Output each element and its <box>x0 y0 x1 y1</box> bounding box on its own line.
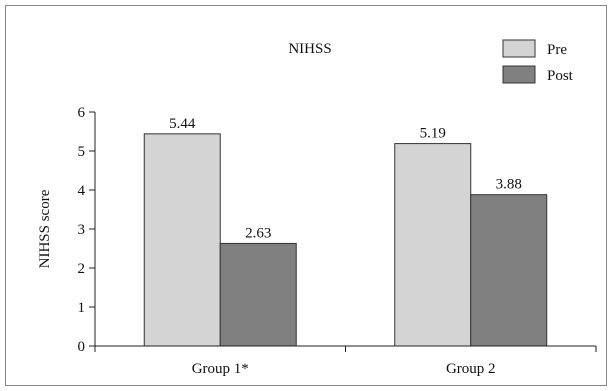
bar-pre-2 <box>394 143 472 347</box>
bar-post-1 <box>219 242 297 347</box>
legend-swatch-post <box>502 65 536 84</box>
y-tick-label: 6 <box>78 105 86 121</box>
y-axis-label: NIHSS score <box>37 189 53 268</box>
bar-data-labels: 5.44 2.63 5.19 3.88 <box>169 116 522 242</box>
bar-pre-1 <box>143 133 221 347</box>
x-axis: Group 1* Group 2 <box>94 346 597 377</box>
bars <box>143 133 548 347</box>
bar-value-label: 2.63 <box>245 225 271 241</box>
legend: Pre Post <box>502 39 574 84</box>
bar-value-label: 5.44 <box>169 116 196 132</box>
x-category-label: Group 2 <box>446 361 496 377</box>
bar-value-label: 3.88 <box>496 177 522 193</box>
y-tick-label: 5 <box>78 144 86 160</box>
y-tick-label: 2 <box>78 261 86 277</box>
y-tick-label: 0 <box>78 339 86 355</box>
legend-label-post: Post <box>547 68 574 84</box>
y-axis-ticks: 0 1 2 3 4 5 6 <box>78 105 95 355</box>
bar-post-2 <box>470 194 548 347</box>
bar-value-label: 5.19 <box>420 126 446 142</box>
y-tick-label: 3 <box>78 222 86 238</box>
y-tick-label: 1 <box>78 300 86 316</box>
legend-swatch-pre <box>502 39 536 58</box>
y-tick-label: 4 <box>78 183 86 199</box>
legend-label-pre: Pre <box>547 42 567 58</box>
chart-title: NIHSS <box>288 41 331 57</box>
x-category-label: Group 1* <box>192 361 249 377</box>
